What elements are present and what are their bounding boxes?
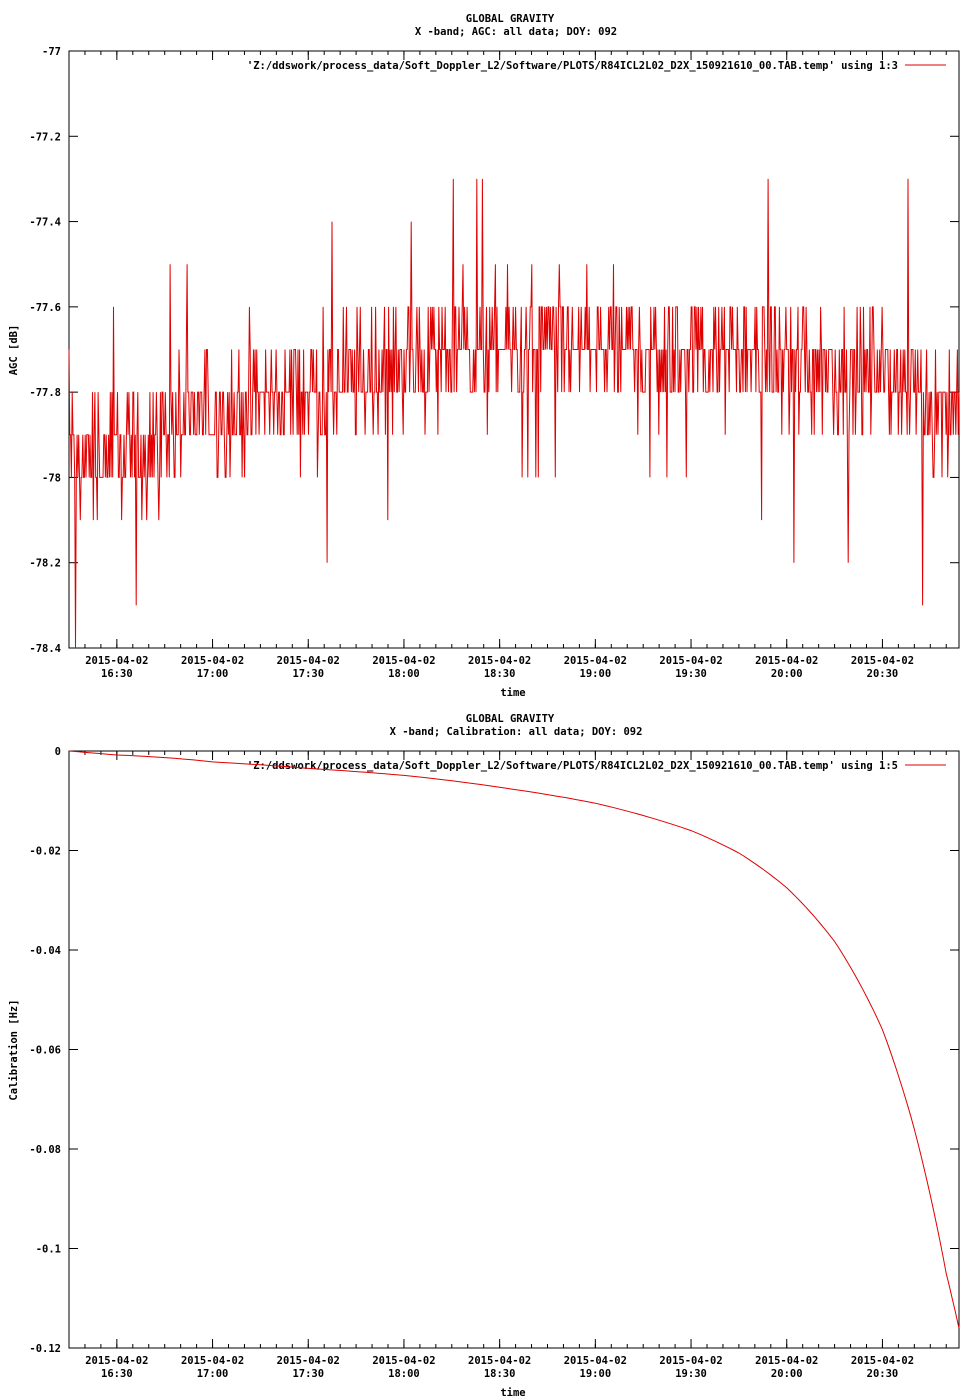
agc-ytick-label: -77.8 xyxy=(29,387,61,399)
calibration-ytick-label: -0.06 xyxy=(29,1045,61,1057)
agc-chart: GLOBAL GRAVITY X -band; AGC: all data; D… xyxy=(8,13,960,699)
agc-chart-subtitle: X -band; AGC: all data; DOY: 092 xyxy=(415,26,617,38)
calibration-xtick-date-label: 2015-04-02 xyxy=(181,1355,244,1367)
agc-xtick-time-label: 18:00 xyxy=(388,668,420,680)
agc-xtick-time-label: 16:30 xyxy=(101,668,133,680)
calibration-xtick-date-label: 2015-04-02 xyxy=(659,1355,722,1367)
agc-x-axis-label: time xyxy=(500,687,525,699)
agc-axis-ticks xyxy=(68,50,959,649)
agc-ytick-label: -78 xyxy=(42,472,61,484)
agc-ytick-label: -77 xyxy=(42,46,61,58)
calibration-xtick-time-label: 19:30 xyxy=(675,1368,707,1380)
agc-ytick-label: -78.2 xyxy=(29,558,61,570)
agc-xtick-date-label: 2015-04-02 xyxy=(755,655,818,667)
calibration-x-axis-label: time xyxy=(500,1387,525,1399)
calibration-xtick-date-label: 2015-04-02 xyxy=(468,1355,531,1367)
agc-y-tick-labels: -77 -77.2 -77.4 -77.6 -77.8 -78 -78.2 -78.4 xyxy=(29,46,61,655)
agc-chart-title: GLOBAL GRAVITY xyxy=(466,13,555,25)
agc-xtick-time-label: 17:00 xyxy=(197,668,229,680)
calibration-x-tick-labels: 2015-04-0216:302015-04-0217:002015-04-02… xyxy=(85,1355,914,1380)
calibration-chart: GLOBAL GRAVITY X -band; Calibration: all… xyxy=(8,713,960,1399)
calibration-xtick-time-label: 20:00 xyxy=(771,1368,803,1380)
calibration-xtick-time-label: 16:30 xyxy=(101,1368,133,1380)
calibration-xtick-time-label: 18:30 xyxy=(484,1368,516,1380)
calibration-ytick-label: 0 xyxy=(55,746,61,758)
agc-xtick-time-label: 18:30 xyxy=(484,668,516,680)
agc-xtick-time-label: 19:30 xyxy=(675,668,707,680)
agc-ytick-label: -78.4 xyxy=(29,643,61,655)
agc-xtick-time-label: 20:30 xyxy=(867,668,899,680)
calibration-y-axis-label: Calibration [Hz] xyxy=(8,999,20,1100)
calibration-ytick-label: -0.02 xyxy=(29,846,61,858)
calibration-xtick-date-label: 2015-04-02 xyxy=(277,1355,340,1367)
calibration-legend-label: 'Z:/ddswork/process_data/Soft_Doppler_L2… xyxy=(247,760,898,772)
agc-xtick-time-label: 20:00 xyxy=(771,668,803,680)
calibration-chart-subtitle: X -band; Calibration: all data; DOY: 092 xyxy=(390,726,643,738)
calibration-ytick-label: -0.04 xyxy=(29,945,61,957)
calibration-chart-title: GLOBAL GRAVITY xyxy=(466,713,555,725)
calibration-xtick-time-label: 17:30 xyxy=(292,1368,324,1380)
agc-xtick-date-label: 2015-04-02 xyxy=(372,655,435,667)
agc-legend-label: 'Z:/ddswork/process_data/Soft_Doppler_L2… xyxy=(247,60,898,72)
agc-ytick-label: -77.2 xyxy=(29,131,61,143)
calibration-y-tick-labels: 0 -0.02 -0.04 -0.06 -0.08 -0.1 -0.12 xyxy=(29,746,61,1355)
calibration-axis-ticks xyxy=(68,750,959,1349)
agc-series-line xyxy=(68,178,960,649)
agc-xtick-date-label: 2015-04-02 xyxy=(659,655,722,667)
agc-xtick-date-label: 2015-04-02 xyxy=(85,655,148,667)
calibration-series-line xyxy=(68,750,960,1329)
calibration-xtick-date-label: 2015-04-02 xyxy=(372,1355,435,1367)
calibration-xtick-time-label: 20:30 xyxy=(867,1368,899,1380)
calibration-xtick-time-label: 18:00 xyxy=(388,1368,420,1380)
agc-ytick-label: -77.6 xyxy=(29,302,61,314)
agc-xtick-date-label: 2015-04-02 xyxy=(277,655,340,667)
calibration-ytick-label: -0.1 xyxy=(36,1244,61,1256)
agc-xtick-date-label: 2015-04-02 xyxy=(181,655,244,667)
calibration-xtick-date-label: 2015-04-02 xyxy=(851,1355,914,1367)
agc-xtick-date-label: 2015-04-02 xyxy=(564,655,627,667)
calibration-xtick-date-label: 2015-04-02 xyxy=(85,1355,148,1367)
calibration-ytick-label: -0.12 xyxy=(29,1343,61,1355)
calibration-xtick-date-label: 2015-04-02 xyxy=(755,1355,818,1367)
agc-xtick-time-label: 19:00 xyxy=(580,668,612,680)
calibration-plot-frame xyxy=(68,750,960,1349)
agc-xtick-time-label: 17:30 xyxy=(292,668,324,680)
agc-y-axis-label: AGC [dB] xyxy=(8,325,20,376)
agc-x-tick-labels: 2015-04-0216:302015-04-0217:002015-04-02… xyxy=(85,655,914,680)
agc-ytick-label: -77.4 xyxy=(29,217,61,229)
agc-xtick-date-label: 2015-04-02 xyxy=(851,655,914,667)
calibration-xtick-time-label: 19:00 xyxy=(580,1368,612,1380)
calibration-xtick-date-label: 2015-04-02 xyxy=(564,1355,627,1367)
agc-xtick-date-label: 2015-04-02 xyxy=(468,655,531,667)
calibration-xtick-time-label: 17:00 xyxy=(197,1368,229,1380)
calibration-ytick-label: -0.08 xyxy=(29,1144,61,1156)
